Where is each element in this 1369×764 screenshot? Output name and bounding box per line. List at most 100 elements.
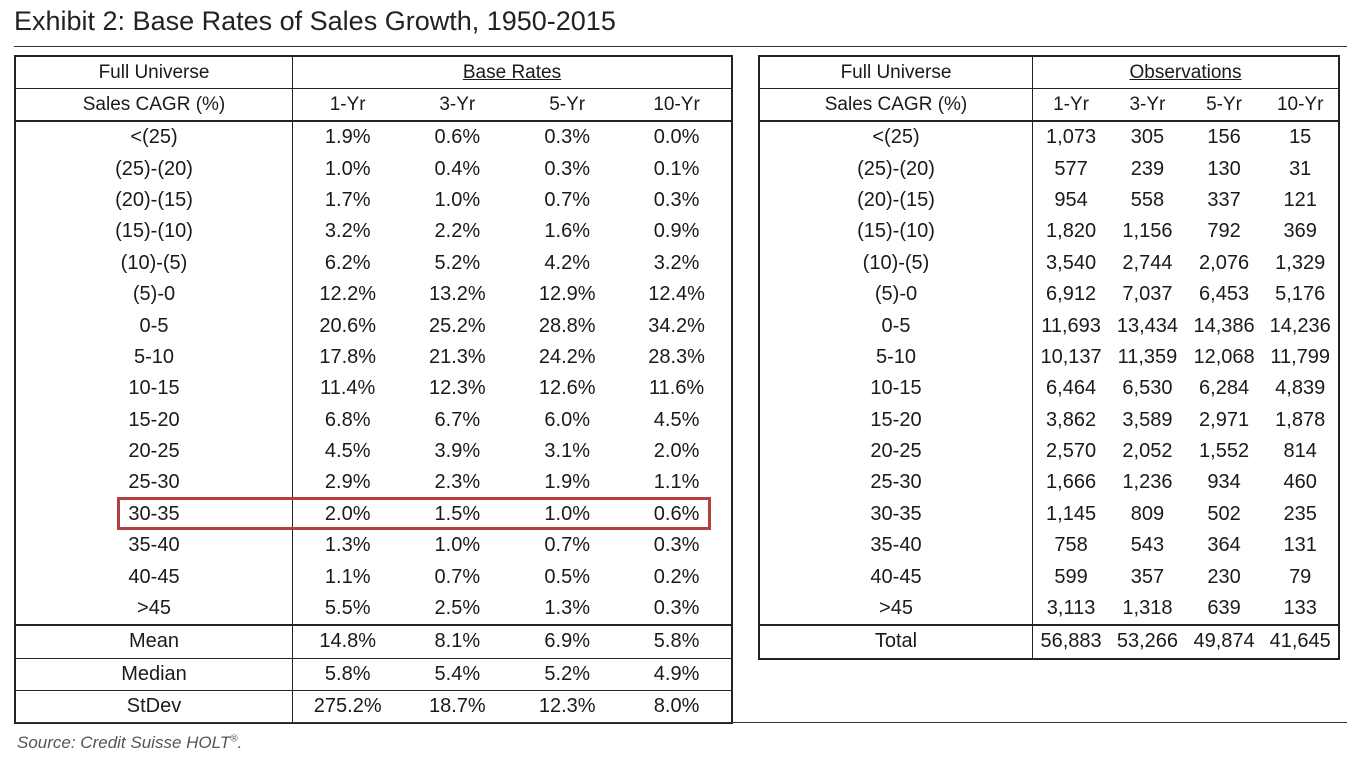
table-row: 40-45 599 357 230 79 <box>758 561 1339 593</box>
row-label: 0-5 <box>758 310 1033 342</box>
table-cell: 235 <box>1283 502 1317 525</box>
table-cell: 4,839 <box>1275 377 1326 400</box>
table-cell: 2,052 <box>1122 440 1173 463</box>
observations-table: Full Universe Observations Sales CAGR (%… <box>758 55 1340 660</box>
table-cell: 1,236 <box>1122 471 1173 494</box>
table-row: 35-40 1.3% 1.0% 0.7% 0.3% <box>14 530 732 562</box>
table-cell: 1,145 <box>1032 498 1110 531</box>
table-header-row: Full Universe Base Rates <box>14 56 733 89</box>
table-row: 30-35 1,145 809 502 235 <box>758 498 1339 531</box>
table-cell: 2.3% <box>434 471 481 494</box>
table-cell: 502 <box>1207 502 1241 525</box>
table-cell: 1.1% <box>292 561 403 593</box>
row-label: 5-10 <box>14 341 293 374</box>
summary-label: Median <box>14 657 293 691</box>
table-cell: 5.2% <box>434 251 481 274</box>
table-cell: 53,266 <box>1109 624 1186 659</box>
table-cell: 31 <box>1289 157 1312 180</box>
table-cell: 121 <box>1283 188 1317 211</box>
table-cell: 14.8% <box>292 624 403 659</box>
table-cell: 1.0% <box>292 153 403 185</box>
table-cell: 156 <box>1207 126 1241 149</box>
table-row: 0-5 11,693 13,434 14,386 14,236 <box>758 310 1339 342</box>
bottom-divider <box>14 722 1347 723</box>
table-cell: 1.7% <box>292 184 403 217</box>
table-cell: 15 <box>1289 126 1312 149</box>
table-row: 10-15 6,464 6,530 6,284 4,839 <box>758 373 1339 405</box>
table-row: (20)-(15) 1.7% 1.0% 0.7% 0.3% <box>14 184 732 217</box>
table-cell: 17.8% <box>292 341 403 374</box>
table-cell: 577 <box>1032 153 1110 185</box>
table-cell: 1.0% <box>434 534 481 557</box>
row-label: 35-40 <box>758 530 1033 562</box>
table-cell: 56,883 <box>1032 624 1110 659</box>
table-cell: 7,037 <box>1122 283 1173 306</box>
table-row: (25)-(20) 1.0% 0.4% 0.3% 0.1% <box>14 153 732 185</box>
row-label: 10-15 <box>758 373 1033 405</box>
table-row: >45 3,113 1,318 639 133 <box>758 592 1339 626</box>
row-label: 20-25 <box>14 435 293 468</box>
table-cell: 369 <box>1283 220 1317 243</box>
table-cell: 639 <box>1207 597 1241 620</box>
table-cell: 12.9% <box>538 283 596 306</box>
observations-body: <(25) 1,073 305 156 15 (25)-(20) 577 239 130 31 (2… <box>758 121 1339 626</box>
row-label: 25-30 <box>758 467 1033 499</box>
table-cell: 0.3% <box>653 188 700 211</box>
table-cell: 0.7% <box>544 188 590 211</box>
period-header: 1-Yr <box>292 88 403 122</box>
table-cell: 2.0% <box>292 498 403 531</box>
table-cell: 0.3% <box>653 597 700 620</box>
source-note: Source: Credit Suisse HOLT®. <box>17 733 242 753</box>
table-cell: 2,971 <box>1199 408 1250 431</box>
table-cell: 130 <box>1207 157 1241 180</box>
table-cell: 6,453 <box>1199 283 1250 306</box>
table-cell: 10,137 <box>1032 341 1110 374</box>
row-label: 15-20 <box>758 404 1033 436</box>
table-row: (10)-(5) 6.2% 5.2% 4.2% 3.2% <box>14 247 732 279</box>
period-header: 5-Yr <box>512 88 623 122</box>
row-label: 10-15 <box>14 373 293 405</box>
table-cell: 543 <box>1130 534 1165 557</box>
table-row: (25)-(20) 577 239 130 31 <box>758 153 1339 185</box>
row-label: (25)-(20) <box>758 153 1033 185</box>
table-cell: 12.3% <box>428 377 486 400</box>
table-cell: 558 <box>1130 188 1165 211</box>
table-row: 40-45 1.1% 0.7% 0.5% 0.2% <box>14 561 732 593</box>
row-label: 25-30 <box>14 467 293 499</box>
table-row: >45 5.5% 2.5% 1.3% 0.3% <box>14 592 732 626</box>
table-row: (5)-0 6,912 7,037 6,453 5,176 <box>758 278 1339 311</box>
table-cell: 5.8% <box>292 657 403 691</box>
table-cell: 758 <box>1032 530 1110 562</box>
table-cell: 1.3% <box>544 597 590 620</box>
table-cell: 1,820 <box>1032 216 1110 248</box>
summary-label: Mean <box>14 624 293 659</box>
table-cell: 1,156 <box>1122 220 1173 243</box>
table-cell: 5.5% <box>292 592 403 626</box>
row-label: (15)-(10) <box>14 216 293 248</box>
table-cell: 1,329 <box>1275 251 1326 274</box>
table-row: (15)-(10) 1,820 1,156 792 369 <box>758 216 1339 248</box>
table-cell: 1,073 <box>1032 121 1110 154</box>
row-label: 15-20 <box>14 404 293 436</box>
table-cell: 25.2% <box>428 314 486 337</box>
table-cell: 1,878 <box>1275 408 1326 431</box>
table-cell: 13.2% <box>428 283 486 306</box>
table-cell: 11,359 <box>1117 345 1178 368</box>
table-cell: 5.4% <box>402 657 513 691</box>
table-cell: 792 <box>1207 220 1241 243</box>
table-cell: 11.4% <box>292 373 403 405</box>
table-cell: 20.6% <box>292 310 403 342</box>
table-cell: 6.2% <box>292 247 403 279</box>
table-cell: 2.9% <box>292 467 403 499</box>
row-label: (25)-(20) <box>14 153 293 185</box>
table-row: <(25) 1,073 305 156 15 <box>758 121 1339 154</box>
table-cell: 6,284 <box>1199 377 1250 400</box>
table-cell: 13,434 <box>1116 314 1179 337</box>
table-cell: 1.9% <box>544 471 590 494</box>
table-cell: 12.4% <box>648 283 705 306</box>
table-cell: 2,570 <box>1032 435 1110 468</box>
table-cell: 6,912 <box>1032 278 1110 311</box>
table-cell: 357 <box>1130 565 1165 588</box>
exhibit-title: Exhibit 2: Base Rates of Sales Growth, 1… <box>14 6 616 36</box>
table-cell: 1.9% <box>292 121 403 154</box>
